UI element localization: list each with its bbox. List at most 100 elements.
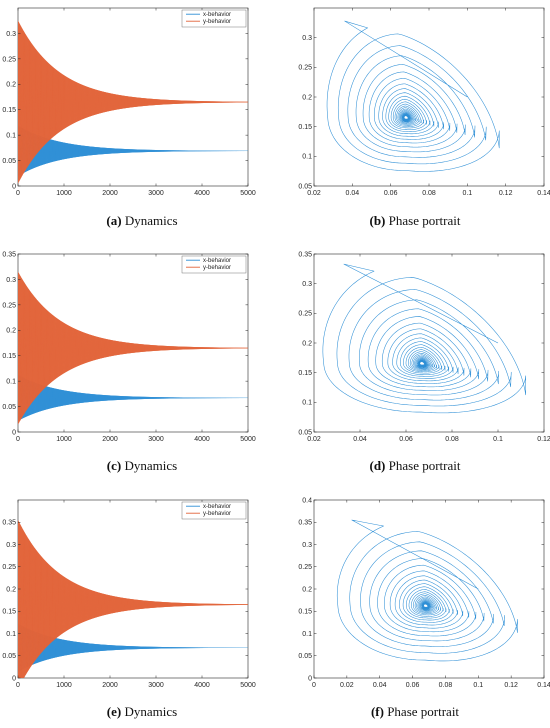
series-line-x-behavior — [18, 375, 248, 421]
x-tick-label: 4000 — [194, 682, 210, 689]
legend-label: y-behavior — [203, 265, 231, 271]
panel-caption: (b) Phase portrait — [370, 213, 461, 228]
x-tick-label: 2000 — [102, 190, 118, 197]
y-tick-label: 0.05 — [298, 653, 312, 660]
y-tick-label: 0.25 — [2, 56, 16, 63]
y-tick-label: 0.05 — [298, 183, 312, 190]
plot-area — [18, 271, 248, 425]
x-tick-label: 1000 — [56, 190, 72, 197]
plot-frame — [313, 253, 545, 433]
chart-panel-e: 0 1000 2000 3000 4000 5000 0 0.05 0.1 0.15 0.2 0.25… — [2, 499, 256, 719]
x-tick-label: 0.06 — [399, 436, 413, 443]
panel-label: (b) — [370, 213, 386, 228]
x-tick-label: 0 — [312, 682, 316, 689]
y-tick-label: 0.15 — [298, 124, 312, 131]
x-tick-label: 0.08 — [422, 190, 436, 197]
y-tick-label: 0.2 — [302, 586, 312, 593]
y-tick-label: 0 — [308, 675, 312, 682]
legend-label: y-behavior — [203, 511, 231, 517]
y-tick-label: 0.15 — [2, 107, 16, 114]
chart-panel-b: 0.02 0.04 0.06 0.08 0.1 0.12 0.14 0.05 0.1 0.15 0.… — [298, 7, 550, 228]
plot-frame — [313, 499, 545, 679]
panel-caption-text: Phase portrait — [385, 458, 460, 473]
x-tick-label: 3000 — [148, 436, 164, 443]
x-tick-label: 0.06 — [406, 682, 420, 689]
y-tick-label: 0.25 — [298, 564, 312, 571]
chart-panel-c: 0 1000 2000 3000 4000 5000 0 0.05 0.1 0.15 0.2 0.25… — [2, 251, 256, 473]
y-tick-label: 0.2 — [6, 82, 16, 89]
x-tick-label: 2000 — [102, 436, 118, 443]
plot-frame — [313, 7, 545, 187]
trajectory-line — [326, 20, 500, 172]
y-tick-label: 0 — [12, 183, 16, 190]
y-tick-label: 0 — [12, 675, 16, 682]
x-tick-label: 0 — [16, 190, 20, 197]
legend-label: y-behavior — [203, 19, 231, 25]
y-tick-label: 0.1 — [6, 379, 16, 386]
x-tick-label: 3000 — [148, 682, 164, 689]
x-tick-label: 0.1 — [493, 436, 503, 443]
panel-label: (f) — [371, 704, 384, 719]
y-tick-label: 0.25 — [298, 65, 312, 72]
plot-area — [326, 20, 500, 172]
y-tick-label: 0.3 — [6, 277, 16, 284]
x-tick-label: 5000 — [240, 436, 256, 443]
chart-panel-a: 0 1000 2000 3000 4000 5000 0 0.05 0.1 0.15 0.2 0.25… — [2, 7, 256, 228]
y-tick-label: 0.05 — [298, 429, 312, 436]
series-line-y-behavior — [18, 271, 248, 425]
y-tick-label: 0 — [12, 429, 16, 436]
y-tick-label: 0.4 — [302, 497, 312, 504]
panel-caption-text: Phase portrait — [385, 213, 460, 228]
panel-caption-text: Dynamics — [121, 704, 177, 719]
panel-caption: (d) Phase portrait — [370, 458, 461, 473]
x-tick-label: 0.1 — [473, 682, 483, 689]
x-tick-label: 0 — [16, 436, 20, 443]
x-tick-label: 0.08 — [445, 436, 459, 443]
y-tick-label: 0.25 — [2, 564, 16, 571]
y-tick-label: 0.15 — [2, 353, 16, 360]
x-tick-label: 0 — [16, 682, 20, 689]
legend-label: x-behavior — [203, 258, 231, 264]
panel-caption: (e) Dynamics — [107, 704, 177, 719]
x-tick-label: 0.04 — [346, 190, 360, 197]
plot-area — [18, 20, 248, 184]
x-tick-label: 0.02 — [307, 436, 321, 443]
x-tick-label: 0.14 — [537, 682, 550, 689]
x-tick-label: 1000 — [56, 436, 72, 443]
x-tick-label: 5000 — [240, 682, 256, 689]
y-tick-label: 0.15 — [298, 370, 312, 377]
y-tick-label: 0.3 — [302, 35, 312, 42]
series-line-y-behavior — [18, 20, 248, 184]
y-tick-label: 0.1 — [302, 631, 312, 638]
x-tick-label: 4000 — [194, 190, 210, 197]
y-tick-label: 0.15 — [298, 609, 312, 616]
panel-caption: (a) Dynamics — [106, 213, 177, 228]
y-tick-label: 0.2 — [302, 94, 312, 101]
y-tick-label: 0.35 — [298, 251, 312, 258]
y-tick-label: 0.3 — [302, 281, 312, 288]
y-tick-label: 0.15 — [2, 609, 16, 616]
y-tick-label: 0.35 — [298, 520, 312, 527]
y-tick-label: 0.1 — [6, 631, 16, 638]
panel-label: (d) — [370, 458, 386, 473]
y-tick-label: 0.1 — [302, 154, 312, 161]
panel-label: (c) — [107, 458, 121, 473]
x-tick-label: 2000 — [102, 682, 118, 689]
plot-area — [336, 519, 518, 662]
chart-panel-f: 0 0.02 0.04 0.06 0.08 0.1 0.12 0.14 0 0.05 0.1 0.15… — [298, 497, 550, 719]
panel-caption-text: Dynamics — [121, 458, 177, 473]
trajectory-line — [336, 519, 518, 662]
panel-label: (a) — [106, 213, 121, 228]
legend-label: x-behavior — [203, 504, 231, 510]
x-tick-label: 0.12 — [499, 190, 513, 197]
x-tick-label: 0.1 — [462, 190, 472, 197]
series-line-x-behavior — [18, 125, 248, 176]
y-tick-label: 0.1 — [302, 400, 312, 407]
panel-caption: (f) Phase portrait — [371, 704, 459, 719]
x-tick-label: 3000 — [148, 190, 164, 197]
y-tick-label: 0.05 — [2, 158, 16, 165]
x-tick-label: 0.12 — [537, 436, 550, 443]
